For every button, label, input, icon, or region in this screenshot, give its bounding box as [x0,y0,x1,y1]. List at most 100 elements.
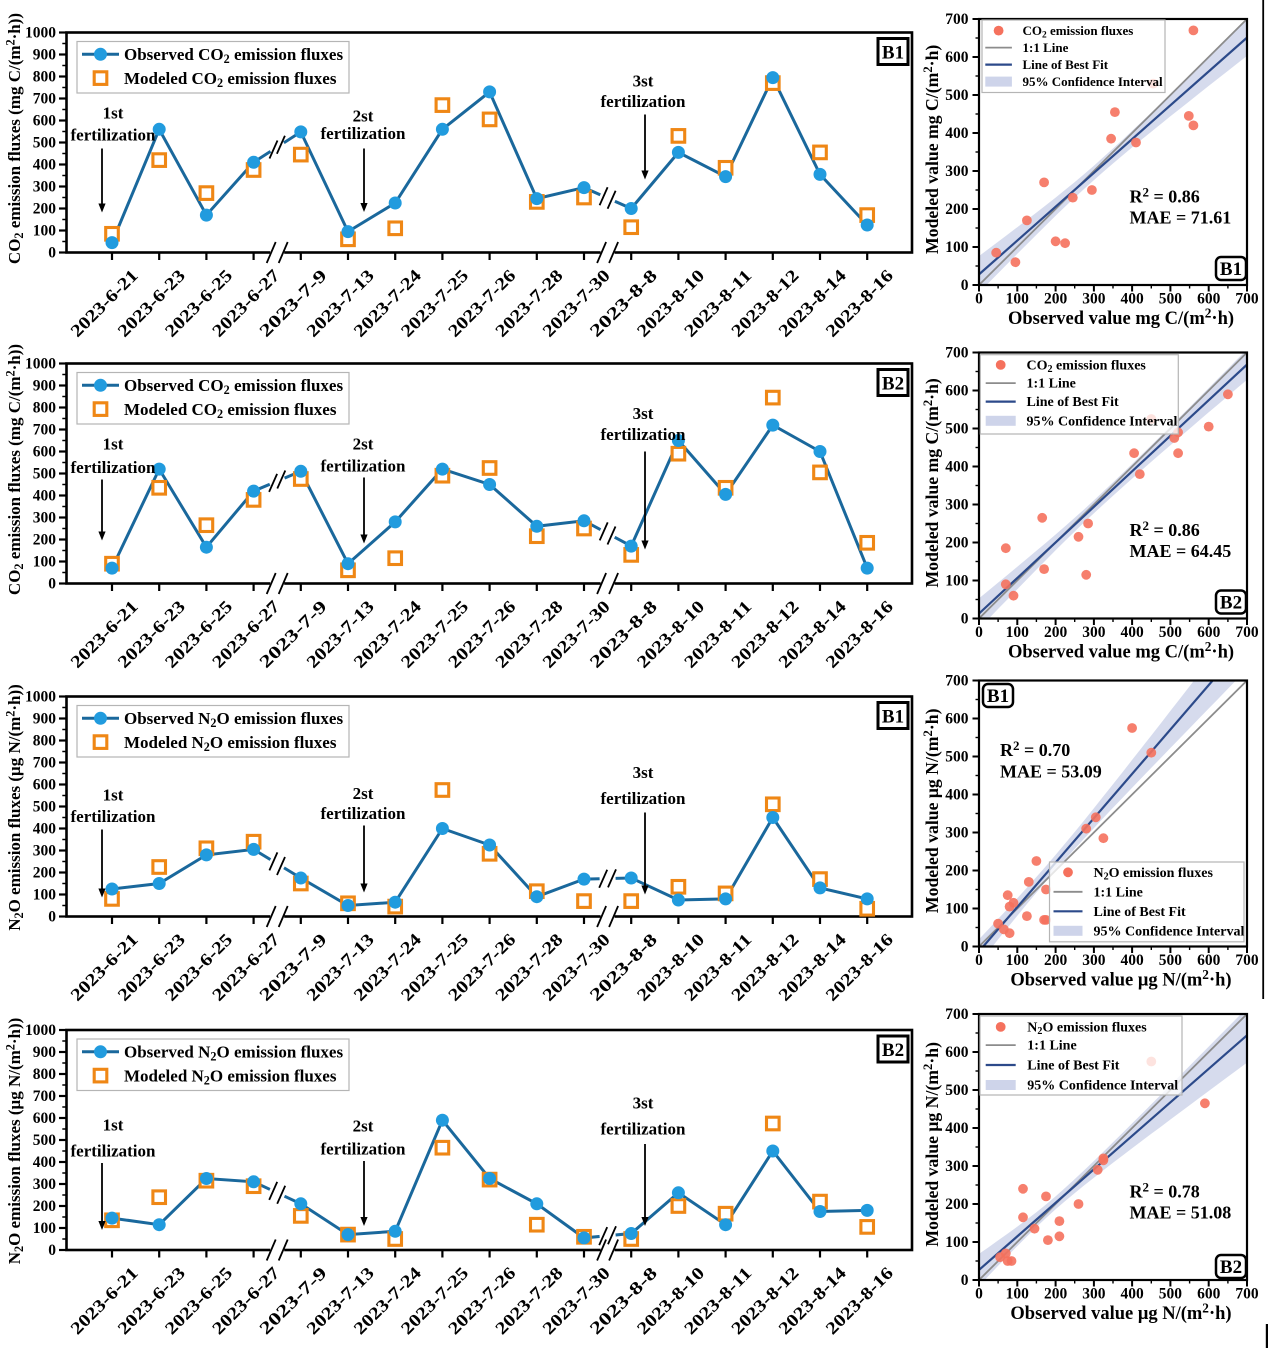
svg-text:Modeled N2​O emission fluxes: Modeled N2​O emission fluxes [124,733,337,754]
svg-text:Modeled N2​O emission fluxes: Modeled N2​O emission fluxes [124,1066,337,1087]
svg-text:200: 200 [33,1198,57,1215]
svg-text:400: 400 [1120,291,1144,308]
svg-text:CO2​ emission fluxes: CO2​ emission fluxes [1023,23,1134,40]
svg-text:900: 900 [33,47,57,64]
svg-text:700: 700 [33,422,57,439]
svg-text:500: 500 [945,1082,969,1099]
svg-text:2st: 2st [353,107,374,126]
svg-text:700: 700 [1235,1286,1259,1303]
svg-text:500: 500 [945,421,969,438]
svg-text:B2: B2 [1220,1257,1242,1278]
svg-text:200: 200 [33,865,57,882]
svg-text:400: 400 [945,1120,969,1137]
svg-text:700: 700 [33,755,57,772]
svg-text:1:1 Line: 1:1 Line [1027,1039,1076,1054]
svg-text:Observed CO2​ emission fluxes: Observed CO2​ emission fluxes [124,45,343,66]
svg-text:N2​O emission fluxes: N2​O emission fluxes [1094,866,1214,883]
svg-text:800: 800 [33,733,57,750]
svg-text:3st: 3st [633,1094,654,1113]
svg-text:Observed value mg C/(m2​·h): Observed value mg C/(m2​·h) [1008,306,1234,329]
svg-text:100: 100 [1006,1286,1030,1303]
svg-text:500: 500 [1159,952,1183,969]
svg-text:800: 800 [33,1066,57,1083]
svg-text:Observed N2​O emission fluxes: Observed N2​O emission fluxes [124,709,343,730]
svg-text:200: 200 [33,201,57,218]
svg-text:400: 400 [1120,1286,1144,1303]
svg-text:B2: B2 [1220,593,1242,614]
svg-text:1:1 Line: 1:1 Line [1027,377,1076,392]
svg-text:Observed N2​O emission fluxes: Observed N2​O emission fluxes [124,1043,343,1064]
svg-text:CO2​ emission fluxes: CO2​ emission fluxes [1027,359,1147,376]
svg-text:300: 300 [945,163,969,180]
svg-text:1000: 1000 [25,1022,56,1039]
svg-text:600: 600 [945,383,969,400]
svg-text:1000: 1000 [25,356,56,373]
svg-text:200: 200 [1044,291,1068,308]
svg-text:0: 0 [48,909,56,926]
svg-text:MAE = 64.45: MAE = 64.45 [1130,541,1232,561]
svg-text:fertilization: fertilization [601,1120,687,1139]
svg-text:B2: B2 [882,1040,904,1061]
svg-text:400: 400 [33,821,57,838]
svg-text:300: 300 [33,843,57,860]
svg-text:600: 600 [945,1044,969,1061]
svg-text:400: 400 [1120,624,1144,641]
svg-text:300: 300 [33,510,57,527]
svg-text:100: 100 [33,223,57,240]
svg-text:300: 300 [1082,952,1106,969]
svg-text:100: 100 [1006,624,1030,641]
svg-text:300: 300 [945,1158,969,1175]
svg-text:100: 100 [945,1234,969,1251]
svg-text:95% Confidence Interval: 95% Confidence Interval [1023,74,1163,89]
svg-text:B2: B2 [882,373,904,394]
svg-text:700: 700 [945,345,969,362]
svg-text:Modeled value μg N/(m2​·h): Modeled value μg N/(m2​·h) [921,708,942,913]
svg-text:600: 600 [33,444,57,461]
svg-text:1st: 1st [103,786,124,805]
svg-text:500: 500 [1159,1286,1183,1303]
svg-text:Line of Best Fit: Line of Best Fit [1094,905,1186,920]
svg-text:N2​O emission fluxes (μg N/(m2: N2​O emission fluxes (μg N/(m2​·h)) [3,684,26,931]
svg-text:fertilization: fertilization [71,458,157,477]
svg-text:fertilization: fertilization [71,807,157,826]
svg-text:600: 600 [945,49,969,66]
svg-text:Observed value μg N/(m2​·h): Observed value μg N/(m2​·h) [1010,1301,1231,1324]
svg-text:300: 300 [1082,291,1106,308]
svg-text:700: 700 [1235,291,1259,308]
svg-text:900: 900 [33,378,57,395]
svg-text:0: 0 [975,291,983,308]
svg-text:1000: 1000 [25,25,56,42]
svg-text:2st: 2st [353,435,374,454]
svg-text:500: 500 [33,135,57,152]
svg-text:Modeled value mg C/(m2​·h): Modeled value mg C/(m2​·h) [921,45,942,254]
svg-text:200: 200 [945,535,969,552]
svg-text:200: 200 [945,1196,969,1213]
svg-text:R2​ = 0.78: R2​ = 0.78 [1130,1180,1200,1202]
svg-text:600: 600 [1197,1286,1221,1303]
svg-text:MAE = 53.09: MAE = 53.09 [1000,762,1102,782]
svg-text:300: 300 [1082,1286,1106,1303]
svg-text:0: 0 [48,245,56,262]
svg-text:500: 500 [1159,624,1183,641]
svg-text:B1: B1 [882,42,904,63]
svg-text:0: 0 [48,1242,56,1259]
svg-text:100: 100 [1006,291,1030,308]
svg-text:600: 600 [33,1110,57,1127]
svg-text:700: 700 [945,1006,969,1023]
svg-text:700: 700 [1235,624,1259,641]
svg-text:600: 600 [33,113,57,130]
svg-text:900: 900 [33,711,57,728]
svg-text:400: 400 [945,459,969,476]
svg-text:95% Confidence Interval: 95% Confidence Interval [1094,924,1245,939]
svg-text:400: 400 [33,488,57,505]
svg-text:1:1 Line: 1:1 Line [1094,885,1143,900]
svg-text:200: 200 [1044,952,1068,969]
svg-text:0: 0 [975,1286,983,1303]
svg-text:0: 0 [48,576,56,593]
svg-text:500: 500 [33,1132,57,1149]
svg-text:0: 0 [975,624,983,641]
svg-text:300: 300 [945,497,969,514]
svg-text:Modeled CO2​ emission fluxes: Modeled CO2​ emission fluxes [124,69,337,90]
svg-text:100: 100 [945,239,969,256]
svg-text:fertilization: fertilization [601,789,687,808]
